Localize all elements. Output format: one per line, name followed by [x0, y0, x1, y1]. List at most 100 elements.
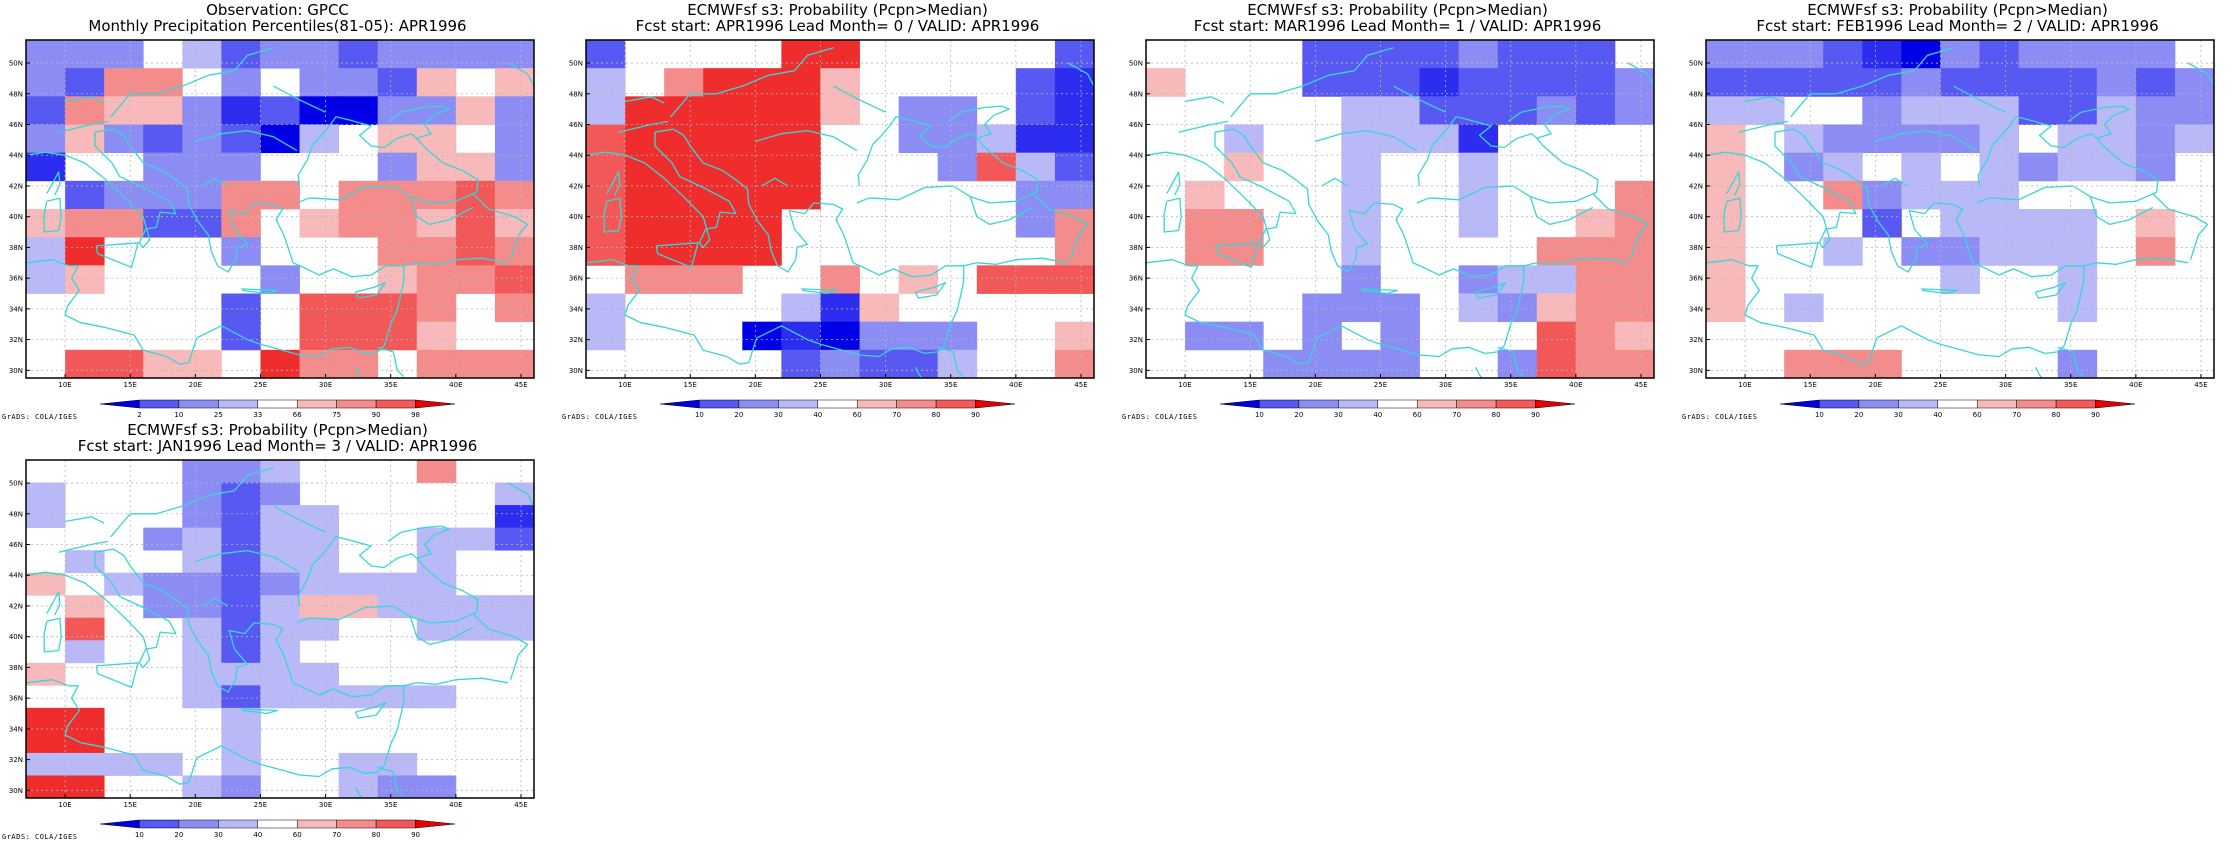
colorbar-swatch: [2095, 399, 2136, 409]
grid-cell: [1940, 68, 1980, 97]
colorbar: 10 20 30 40 60 70 80 90: [1219, 399, 1576, 419]
panel-title: ECMWFsf s3: Probability (Pcpn>Median): [127, 421, 428, 439]
grid-cell: [494, 152, 535, 182]
grid-cell: [416, 775, 457, 799]
grid-cell: [494, 349, 535, 379]
grid-cell: [781, 152, 821, 182]
longitude-label: 35E: [944, 381, 957, 389]
grid-cell: [1341, 152, 1381, 182]
colorbar-swatch: [1858, 399, 1899, 409]
longitude-label: 25E: [254, 801, 267, 809]
colorbar-label: 60: [293, 831, 302, 839]
grid-cell: [182, 349, 222, 379]
colorbar-label: 60: [1973, 411, 1982, 419]
grid-cell: [1901, 237, 1941, 266]
latitude-label: 34N: [569, 305, 583, 313]
grads-credit: GrADS: COLA/IGES: [1682, 413, 1758, 421]
colorbar-label: 40: [813, 411, 822, 419]
colorbar-swatch: [1259, 399, 1300, 409]
grid-cell: [377, 237, 418, 266]
colorbar-swatch: [218, 819, 259, 829]
grid-cell: [260, 617, 300, 641]
grid-cell: [26, 96, 66, 125]
latitude-label: 38N: [1129, 244, 1143, 252]
grid-cell: [260, 40, 300, 69]
grid-cell: [703, 96, 743, 125]
grid-cell: [221, 662, 261, 686]
latitude-label: 50N: [1689, 60, 1703, 68]
grid-cell: [781, 293, 821, 323]
colorbar-swatch: [738, 399, 779, 409]
colorbar-swatch: [1976, 399, 2017, 409]
colorbar-label: 40: [1933, 411, 1942, 419]
latitude-label: 48N: [1129, 90, 1143, 98]
colorbar-swatch: [1819, 399, 1860, 409]
grid-cell: [1015, 265, 1056, 294]
grid-cell: [1341, 209, 1381, 238]
grid-cell: [1497, 40, 1538, 69]
grid-cell: [625, 265, 665, 294]
grid-cell: [781, 349, 821, 379]
grid-cell: [143, 124, 183, 154]
grid-cell: [26, 707, 66, 731]
grid-cell: [26, 40, 66, 69]
grid-cell: [299, 572, 340, 596]
grid-cell: [221, 730, 261, 754]
grid-cell: [455, 617, 496, 641]
grid-cell: [182, 96, 222, 125]
grid-cell: [221, 550, 261, 574]
colorbar-label: 20: [734, 411, 743, 419]
grid-cell: [1745, 68, 1785, 97]
longitude-label: 40E: [1009, 381, 1022, 389]
grid-cell: [377, 152, 418, 182]
longitude-label: 35E: [1504, 381, 1517, 389]
grid-cell: [26, 572, 66, 596]
grid-cell: [1536, 68, 1577, 97]
grid-cell: [664, 152, 704, 182]
grid-cell: [455, 595, 496, 619]
grid-cell: [898, 265, 939, 294]
grid-cell: [820, 40, 860, 69]
precipitation-map: 50N 48N 46N 44N 42N 40N 38N 36N 34N 32N 30N 10E 15E 2…: [9, 459, 535, 839]
grid-cell: [260, 349, 300, 379]
colorbar-label: 90: [971, 411, 980, 419]
grid-cell: [1302, 349, 1342, 379]
grid-cell: [416, 265, 457, 294]
panel-subtitle: Fcst start: APR1996 Lead Month= 0 / VALI…: [635, 17, 1040, 35]
colorbar-label: 80: [932, 411, 941, 419]
colorbar-swatch: [2055, 399, 2096, 409]
grid-cell: [1302, 40, 1342, 69]
grads-credit: GrADS: COLA/IGES: [2, 833, 78, 841]
grid-cell: [1614, 265, 1655, 294]
colorbar-label: 10: [1255, 411, 1264, 419]
longitude-label: 15E: [1244, 381, 1257, 389]
grid-cell: [1901, 96, 1941, 125]
precipitation-map: 50N 48N 46N 44N 42N 40N 38N 36N 34N 32N 30N 10E 15E 2…: [1689, 39, 2215, 419]
colorbar-label: 10: [1815, 411, 1824, 419]
grid-cell: [742, 96, 782, 125]
grid-cell: [937, 349, 978, 379]
grid-cell: [143, 752, 183, 776]
grid-cell: [1302, 293, 1342, 323]
grid-cell: [182, 527, 222, 551]
grid-cell: [1015, 180, 1056, 210]
grid-cell: [299, 124, 340, 154]
grid-cell: [586, 96, 626, 125]
latitude-label: 46N: [9, 121, 23, 129]
grid-cell: [1575, 40, 1616, 69]
grid-cell: [182, 482, 222, 506]
grid-cell: [494, 482, 535, 506]
latitude-label: 42N: [9, 602, 23, 610]
latitude-label: 32N: [1129, 336, 1143, 344]
colorbar-label: 25: [214, 411, 223, 419]
longitude-label: 10E: [58, 381, 71, 389]
grid-cell: [1497, 349, 1538, 379]
grid-cell: [898, 124, 939, 154]
grid-cell: [494, 505, 535, 528]
colorbar-swatch: [375, 399, 416, 409]
grid-cell: [377, 180, 418, 210]
colorbar-label: 90: [372, 411, 381, 419]
grid-cell: [1979, 180, 2020, 210]
latitude-label: 32N: [569, 336, 583, 344]
grid-cell: [260, 527, 300, 551]
